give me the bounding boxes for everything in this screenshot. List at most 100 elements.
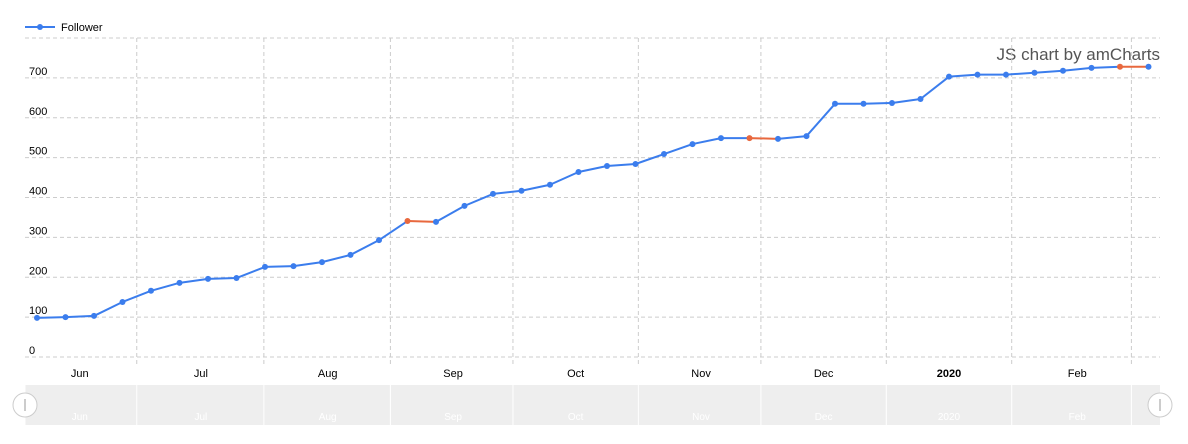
y-tick-label: 0 xyxy=(29,345,35,357)
data-point[interactable] xyxy=(832,100,838,107)
data-point[interactable] xyxy=(262,263,268,270)
data-point[interactable] xyxy=(860,100,867,107)
line-segment xyxy=(948,73,978,78)
line-segment xyxy=(578,165,608,173)
data-point[interactable] xyxy=(604,162,610,169)
x-tick-label: Aug xyxy=(318,368,338,380)
y-tick-label: 500 xyxy=(29,146,47,158)
line-segment xyxy=(891,98,921,104)
data-point[interactable] xyxy=(1145,63,1152,70)
y-tick-label: 700 xyxy=(29,66,47,78)
line-segment xyxy=(606,163,636,167)
line-segment xyxy=(378,220,409,241)
data-point[interactable] xyxy=(1060,67,1066,74)
line-segment xyxy=(264,265,294,268)
line-segment xyxy=(549,171,579,186)
line-segment xyxy=(435,205,465,223)
scrollbar-label: Jun xyxy=(72,412,88,423)
y-tick-label: 400 xyxy=(29,186,47,198)
line-segment xyxy=(1091,65,1121,69)
scrollbar-label: Sep xyxy=(444,412,462,423)
data-point[interactable] xyxy=(689,141,696,148)
line-segment xyxy=(93,301,123,317)
line-segment xyxy=(692,137,722,146)
data-point[interactable] xyxy=(176,279,183,286)
line-segment xyxy=(635,153,665,165)
data-point[interactable] xyxy=(319,259,325,266)
line-segment xyxy=(36,316,66,319)
x-tick-label: Jul xyxy=(194,368,208,380)
y-tick-label: 600 xyxy=(29,106,47,118)
line-segment xyxy=(863,101,893,105)
line-segment xyxy=(207,277,237,280)
data-point[interactable] xyxy=(575,168,582,175)
scrollbar-label: Feb xyxy=(1069,412,1087,423)
data-point[interactable] xyxy=(433,218,439,225)
y-tick-label: 200 xyxy=(29,265,47,277)
line-segment xyxy=(179,277,209,284)
data-point[interactable] xyxy=(148,287,154,294)
data-point[interactable] xyxy=(746,135,753,142)
line-segment xyxy=(65,314,95,319)
data-point[interactable] xyxy=(889,99,895,106)
data-point[interactable] xyxy=(917,96,924,103)
y-tick-label: 100 xyxy=(29,305,47,317)
data-point[interactable] xyxy=(347,251,354,258)
data-point[interactable] xyxy=(632,161,639,168)
x-tick-label: Nov xyxy=(691,368,711,380)
scrollbar-label: Dec xyxy=(815,412,833,423)
data-point[interactable] xyxy=(974,71,981,78)
legend-label[interactable]: Follower xyxy=(61,22,103,34)
x-tick-label: Jun xyxy=(71,368,89,380)
data-point[interactable] xyxy=(461,202,468,209)
line-segment xyxy=(122,289,152,303)
x-tick-label: 2020 xyxy=(937,368,961,380)
line-segment xyxy=(521,183,551,192)
x-tick-label: Dec xyxy=(814,368,834,380)
line-segment xyxy=(492,189,522,195)
line-segment xyxy=(805,103,836,137)
scrollbar-label: 2020 xyxy=(938,412,961,423)
data-point[interactable] xyxy=(518,187,525,194)
line-segment xyxy=(464,192,494,207)
data-point[interactable] xyxy=(1088,64,1095,71)
data-point[interactable] xyxy=(1003,71,1009,78)
data-point[interactable] xyxy=(233,275,240,282)
data-point[interactable] xyxy=(803,133,810,140)
data-point[interactable] xyxy=(119,298,126,305)
scrollbar-label: Nov xyxy=(692,412,710,423)
data-point[interactable] xyxy=(376,237,382,244)
legend-marker xyxy=(37,24,43,30)
line-segment xyxy=(350,239,380,256)
data-point[interactable] xyxy=(718,135,724,142)
y-tick-label: 300 xyxy=(29,225,47,237)
data-point[interactable] xyxy=(1031,69,1038,76)
watermark: JS chart by amCharts xyxy=(997,45,1160,64)
data-point[interactable] xyxy=(490,190,496,197)
data-point[interactable] xyxy=(1117,63,1123,70)
line-segment xyxy=(150,281,180,292)
data-point[interactable] xyxy=(34,314,40,321)
data-point[interactable] xyxy=(661,151,667,158)
line-segment xyxy=(749,137,779,140)
data-point[interactable] xyxy=(290,263,297,270)
line-segment xyxy=(663,143,693,155)
line-segment xyxy=(1062,66,1092,72)
x-tick-label: Oct xyxy=(567,368,584,380)
data-point[interactable] xyxy=(775,135,781,142)
scrollbar-label: Jul xyxy=(194,412,207,423)
data-point[interactable] xyxy=(62,314,69,321)
line-segment xyxy=(236,265,266,279)
data-point[interactable] xyxy=(547,181,553,188)
data-point[interactable] xyxy=(404,218,411,225)
scrollbar[interactable] xyxy=(25,385,1160,425)
data-point[interactable] xyxy=(205,275,211,282)
line-segment xyxy=(321,253,351,264)
line-segment xyxy=(293,261,323,268)
data-point[interactable] xyxy=(946,73,952,80)
x-tick-label: Sep xyxy=(443,368,463,380)
line-segment xyxy=(1005,71,1035,76)
scrollbar-label: Oct xyxy=(568,412,584,423)
data-point[interactable] xyxy=(91,312,97,319)
